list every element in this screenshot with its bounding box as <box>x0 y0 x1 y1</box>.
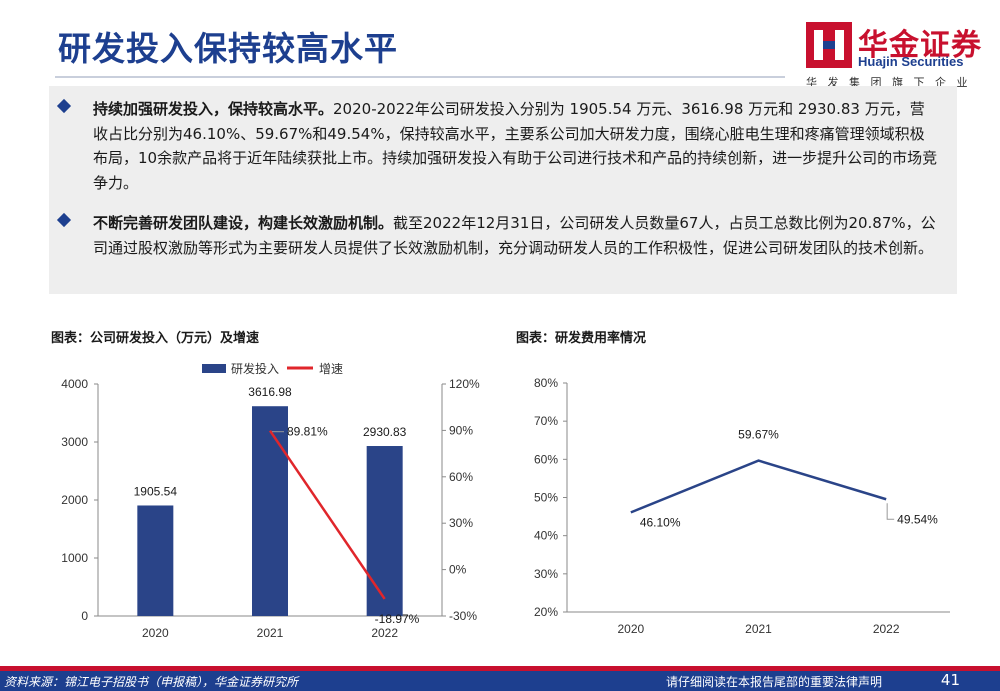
left-axis-tick-label: 4000 <box>61 377 88 391</box>
x-axis-tick-label: 2021 <box>257 626 284 640</box>
legend-bar-label: 研发投入 <box>231 361 279 376</box>
logo-chinese-name: 华金证券 <box>858 28 982 63</box>
huajin-logo-icon <box>806 22 852 68</box>
logo-subtitle: 华发集团旗下企业 <box>806 76 978 89</box>
bar-data-label: 3616.98 <box>248 385 292 399</box>
bullet-text: 持续加强研发投入，保持较高水平。2020-2022年公司研发投入分别为 1905… <box>93 97 939 195</box>
page-title: 研发投入保持较高水平 <box>58 29 398 68</box>
bar-rd-investment <box>366 446 403 616</box>
bar-rd-investment <box>252 406 288 616</box>
footer-accent-bar <box>0 666 1000 671</box>
left-axis-tick-label: 3000 <box>61 435 88 449</box>
y-axis-tick-label: 20% <box>534 605 558 619</box>
growth-data-label: 89.81% <box>287 425 328 439</box>
x-axis-tick-label: 2022 <box>873 622 900 636</box>
chart-caption-rd-investment: 图表：公司研发投入（万元）及增速 <box>51 331 260 346</box>
y-axis-tick-label: 30% <box>534 567 558 581</box>
footer: 资料来源：锦江电子招股书（申报稿），华金证券研究所 请仔细阅读在本报告尾部的重要… <box>0 671 1000 691</box>
y-axis-tick-label: 40% <box>534 529 558 543</box>
legend-line-label: 增速 <box>319 362 343 376</box>
growth-line <box>268 429 386 600</box>
logo-english-name: Huajin Securities <box>858 54 964 69</box>
bullet-lead: 持续加强研发投入，保持较高水平。 <box>93 100 334 118</box>
bullet-item: 持续加强研发投入，保持较高水平。2020-2022年公司研发投入分别为 1905… <box>56 97 939 195</box>
x-axis-tick-label: 2021 <box>745 622 772 636</box>
bar-rd-investment <box>137 505 174 616</box>
bullet-lead: 不断完善研发团队建设，构建长效激励机制。 <box>93 214 394 232</box>
y-axis-tick-label: 60% <box>534 452 558 466</box>
bullet-body: 截至2022年12月31日，公司研发人员数量67人，占员工总数比例为20.87%… <box>93 214 936 257</box>
bar-data-label: 2930.83 <box>363 425 407 439</box>
page-number: 41 <box>940 671 960 689</box>
left-axis-tick-label: 2000 <box>61 493 88 507</box>
left-axis-tick-label: 0 <box>81 609 88 623</box>
left-axis-tick-label: 1000 <box>61 551 88 565</box>
y-axis-tick-label: 50% <box>534 491 558 505</box>
rd-investment-chart: 0 1000 2000 3000 4000 -30% 0% 30% 60% 90% 120% 2020… <box>61 361 480 640</box>
legend-bar-swatch <box>202 364 226 373</box>
footer-source: 资料来源：锦江电子招股书（申报稿），华金证券研究所 <box>4 675 299 689</box>
bullet-body: 2020-2022年公司研发投入分别为 1905.54 万元、3616.98 万… <box>93 100 938 192</box>
chart-caption-rd-ratio: 图表：研发费用率情况 <box>516 331 647 346</box>
growth-data-label: -18.97% <box>375 612 420 626</box>
ratio-data-label: 49.54% <box>897 512 938 526</box>
ratio-label-leader <box>886 503 895 520</box>
bar-data-label: 1905.54 <box>134 484 178 498</box>
diamond-bullet-icon <box>56 212 72 228</box>
company-logo: 华金证券 Huajin Securities 华发集团旗下企业 <box>806 14 986 89</box>
right-axis-tick-label: 120% <box>449 377 480 391</box>
summary-box: 持续加强研发投入，保持较高水平。2020-2022年公司研发投入分别为 1905… <box>49 86 957 294</box>
right-axis-tick-label: 0% <box>449 563 467 577</box>
right-axis-tick-label: -30% <box>449 609 477 623</box>
title-divider <box>55 76 785 78</box>
footer-disclaimer: 请仔细阅读在本报告尾部的重要法律声明 <box>665 675 882 689</box>
diamond-bullet-icon <box>56 98 72 114</box>
bullet-item: 不断完善研发团队建设，构建长效激励机制。截至2022年12月31日，公司研发人员… <box>56 211 939 260</box>
y-axis-tick-label: 70% <box>534 414 558 428</box>
x-axis-tick-label: 2020 <box>142 626 169 640</box>
right-axis-tick-label: 30% <box>449 516 473 530</box>
ratio-data-label: 46.10% <box>640 515 681 529</box>
x-axis-tick-label: 2022 <box>371 626 398 640</box>
ratio-data-label: 59.67% <box>738 428 779 442</box>
rd-ratio-chart: 20% 30% 40% 50% 60% 70% 80% 2020 2021 2022 46.10% 5… <box>534 376 950 636</box>
right-axis-tick-label: 90% <box>449 423 473 437</box>
bullet-text: 不断完善研发团队建设，构建长效激励机制。截至2022年12月31日，公司研发人员… <box>93 211 939 260</box>
expense-ratio-line <box>630 459 887 514</box>
right-axis-tick-label: 60% <box>449 470 473 484</box>
x-axis-tick-label: 2020 <box>617 622 644 636</box>
y-axis-tick-label: 80% <box>534 376 558 390</box>
